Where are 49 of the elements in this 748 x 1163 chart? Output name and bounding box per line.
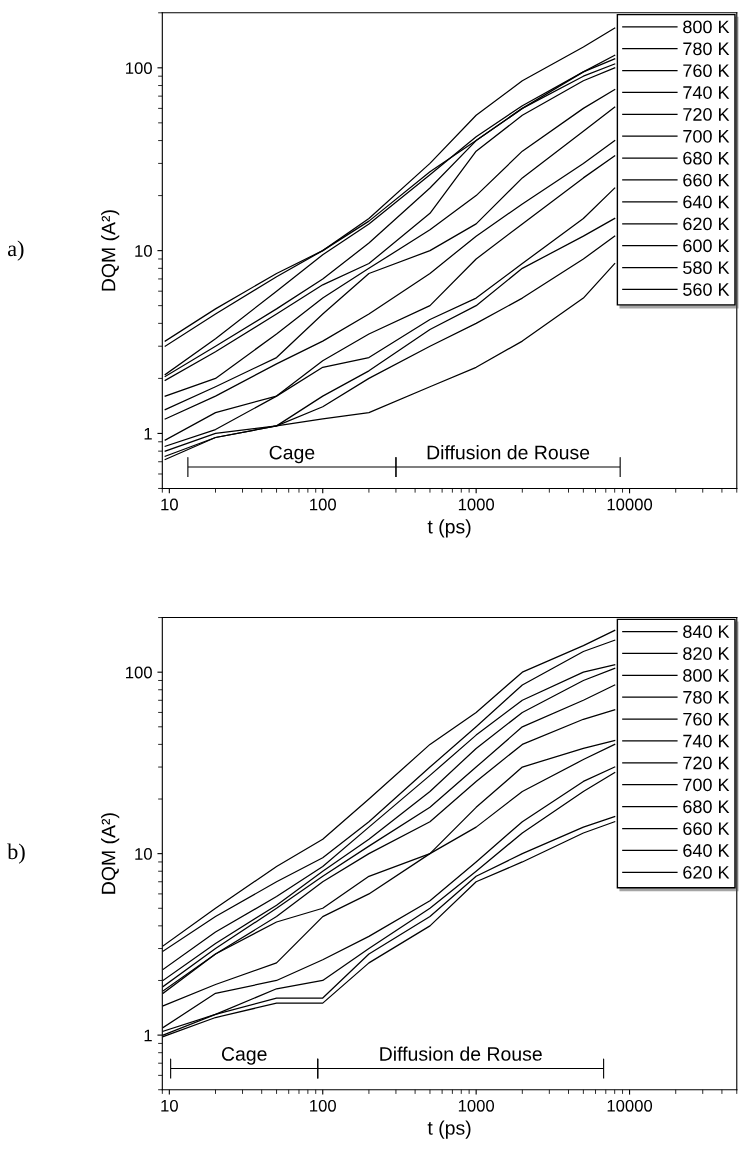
legend-label: 700 K — [683, 778, 730, 792]
legend-label: 800 K — [683, 669, 730, 682]
x-axis-title: t (ps) — [427, 1120, 471, 1139]
legend-label: 760 K — [683, 64, 730, 78]
y-tick-label: 10 — [135, 245, 152, 257]
y-tick-label: 100 — [126, 62, 152, 75]
x-tick-label: 10000 — [607, 1099, 653, 1112]
annotation: Diffusion de Rouse — [427, 445, 590, 460]
legend-label: 780 K — [683, 690, 730, 704]
legend-label: 560 K — [683, 283, 730, 296]
x-tick-label: 1000 — [458, 498, 495, 511]
y-tick-label: 100 — [126, 666, 152, 679]
x-tick-label: 10 — [161, 498, 178, 511]
legend-label: 640 K — [683, 844, 730, 857]
x-tick-label: 1000 — [458, 1099, 495, 1112]
x-axis-title: t (ps) — [427, 519, 471, 538]
legend-label: 800 K — [683, 20, 730, 34]
legend-label: 640 K — [683, 195, 730, 209]
legend-label: 720 K — [683, 108, 730, 121]
annotation: Cage — [221, 1047, 267, 1065]
legend-label: 820 K — [683, 647, 730, 660]
legend-label: 680 K — [683, 800, 730, 814]
legend-label: 600 K — [683, 239, 730, 253]
x-tick-label: 10000 — [607, 498, 653, 511]
x-tick-label: 100 — [310, 1099, 336, 1112]
y-tick-label: 1 — [144, 1029, 152, 1042]
legend-label: 580 K — [683, 261, 730, 275]
legend-label: 840 K — [683, 625, 730, 639]
x-tick-label: 100 — [310, 498, 336, 511]
legend-label: 740 K — [683, 86, 730, 99]
y-tick-label: 10 — [135, 848, 152, 860]
y-axis-title: DQM (A²) — [101, 813, 120, 894]
legend-label: 620 K — [683, 217, 730, 231]
legend-label: 720 K — [683, 756, 730, 770]
y-tick-label: 1 — [144, 428, 152, 440]
legend-label: 660 K — [683, 822, 730, 836]
text: a) — [7, 240, 24, 261]
legend-label: 780 K — [683, 42, 730, 56]
legend-label: 680 K — [683, 151, 730, 165]
x-tick-label: 10 — [161, 1099, 178, 1112]
legend-label: 740 K — [683, 734, 730, 748]
text: b) — [7, 843, 25, 864]
legend-label: 700 K — [683, 129, 730, 143]
y-axis-title: DQM (A²) — [101, 210, 120, 291]
legend-label: 760 K — [683, 712, 730, 726]
legend-label: 620 K — [683, 866, 730, 879]
annotation: Cage — [269, 445, 315, 464]
legend-label: 660 K — [683, 173, 730, 187]
annotation: Diffusion de Rouse — [380, 1046, 542, 1061]
